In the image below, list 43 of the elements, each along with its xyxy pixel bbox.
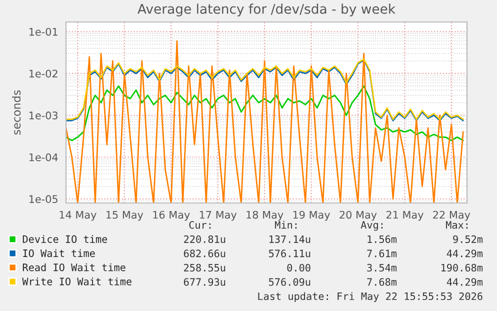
- x-tick-label: 14 May: [60, 210, 96, 221]
- text: 7.61m: [367, 250, 397, 258]
- text: 44.29m: [446, 250, 483, 258]
- text: Cur:: [189, 221, 211, 229]
- text: Max:: [446, 221, 468, 229]
- text: Last update: Fri May 22 15:55:53 2026: [258, 292, 482, 302]
- y-axis-title: seconds: [12, 90, 21, 135]
- y-tick-label: 1e-01: [29, 28, 58, 36]
- x-tick-label: 16 May: [153, 210, 190, 221]
- text: 220.81u: [184, 235, 226, 244]
- text: 0.00: [287, 264, 310, 272]
- text: 258.55u: [184, 264, 226, 272]
- text: 576.11u: [268, 250, 310, 258]
- legend-label: Write IO Wait time: [22, 277, 132, 286]
- y-tick-label: 1e-05: [29, 195, 58, 204]
- x-tick-label: 19 May: [293, 210, 330, 221]
- x-tick-label: 22 May: [433, 210, 470, 221]
- text: 9.52m: [453, 235, 483, 244]
- text: Avg:: [360, 221, 383, 231]
- x-tick-label: 17 May: [200, 210, 237, 221]
- text: 190.68m: [441, 264, 483, 272]
- text: 576.09u: [268, 278, 310, 286]
- legend-label: IO Wait time: [23, 249, 95, 258]
- text: Min:: [275, 220, 297, 229]
- y-tick-label: 1e-03: [29, 112, 58, 120]
- x-tick-label: 18 May: [246, 210, 284, 221]
- legend-label: Read IO Wait time: [22, 263, 126, 272]
- text: 3.54m: [367, 264, 397, 272]
- x-tick-label: 15 May: [106, 210, 144, 221]
- y-tick-label: 1e-04: [29, 153, 58, 162]
- text: 7.68m: [367, 278, 397, 286]
- legend-label: Device IO time: [22, 235, 108, 243]
- text: 677.93u: [184, 278, 226, 286]
- x-tick-label: 20 May: [340, 210, 377, 221]
- chart-title: Average latency for /dev/sda - by week: [138, 4, 396, 16]
- text: 682.66u: [184, 250, 226, 258]
- line-series: [66, 85, 464, 142]
- text: 44.29m: [446, 278, 483, 286]
- text: 137.14u: [269, 235, 310, 244]
- line-series: [66, 40, 464, 203]
- x-tick-label: 21 May: [386, 210, 424, 221]
- text: 1.56m: [368, 235, 397, 244]
- y-tick-label: 1e-02: [29, 70, 58, 78]
